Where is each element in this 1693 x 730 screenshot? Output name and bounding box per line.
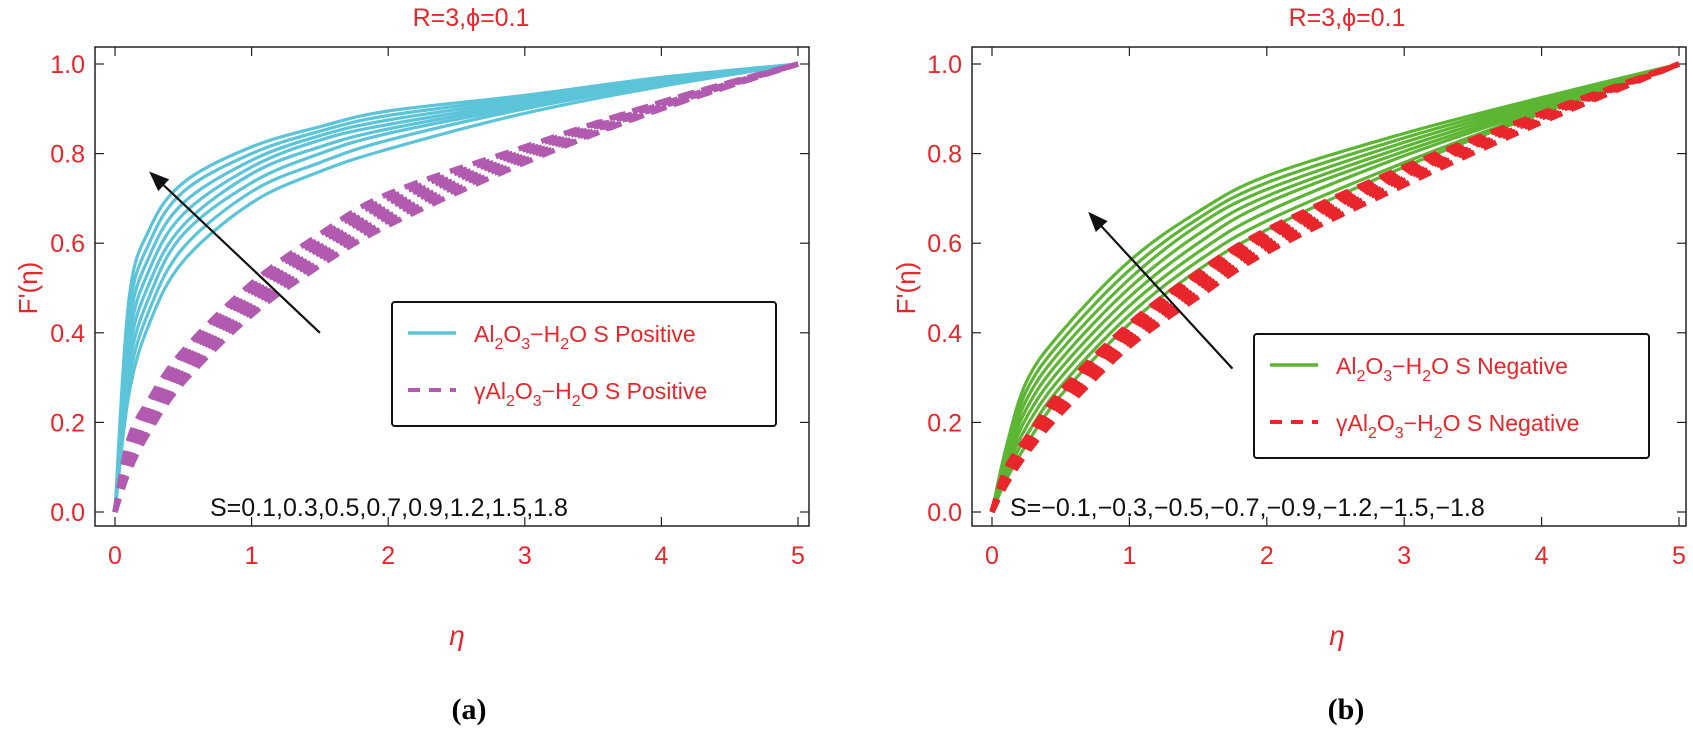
legend-entry-solid: Al2O3−H2O S Positive — [474, 321, 696, 353]
y-tick-label: 0.6 — [927, 230, 962, 258]
y-tick-label: 0.2 — [50, 409, 85, 437]
curve-S-0.1 — [113, 62, 799, 513]
x-tick-label: 5 — [1672, 542, 1686, 570]
chart-panel-b: R=3,ϕ=0.1 0.0 0.2 0.4 0.6 0.8 1.0 0 1 2 3 4 5 F'(η) η S… — [891, 4, 1687, 726]
y-axis-label: F'(η) — [13, 262, 43, 315]
y-tick-label: 0.2 — [927, 409, 962, 437]
y-tick-label: 0.0 — [927, 499, 962, 527]
x-tick-label: 3 — [518, 542, 532, 570]
y-tick-label: 0.0 — [50, 499, 85, 527]
legend: Al2O3−H2O S Positive γAl2O3−H2O S Positiv… — [391, 301, 777, 427]
curve-S--1.8 — [990, 62, 1680, 513]
curve-S--1.2 — [990, 62, 1680, 513]
legend: Al2O3−H2O S Negative γAl2O3−H2O S Negativ… — [1253, 333, 1650, 459]
chart-title: R=3,ϕ=0.1 — [413, 4, 530, 32]
curve-S--1.5 — [990, 62, 1680, 513]
x-tick-label: 4 — [654, 542, 668, 570]
chart-panel-a: R=3,ϕ=0.1 0.0 0.2 0.4 0.6 0.8 1.0 0 1 2 3 4 5 F'(η) η S… — [13, 4, 810, 726]
legend-entry-dashed: γAl2O3−H2O S Negative — [1336, 410, 1579, 442]
chart-title: R=3,ϕ=0.1 — [1289, 4, 1406, 32]
x-tick-label: 3 — [1397, 542, 1411, 570]
panel-caption: (b) — [1328, 693, 1365, 726]
curve-S--1.8 — [989, 61, 1680, 513]
series-dashed — [112, 61, 799, 513]
curve-S-1.8 — [113, 62, 799, 513]
trend-arrow-shaft — [162, 184, 321, 334]
y-tick-label: 0.4 — [927, 320, 962, 348]
x-tick-label: 1 — [1122, 542, 1136, 570]
x-axis-label: η — [449, 620, 465, 651]
curve-S--0.5 — [989, 61, 1680, 514]
curve-S--0.7 — [989, 61, 1680, 514]
legend-entry-dashed: γAl2O3−H2O S Positive — [474, 378, 707, 410]
legend-entry-solid: Al2O3−H2O S Negative — [1336, 353, 1568, 385]
curve-S-1.8 — [112, 61, 799, 513]
x-tick-label: 0 — [108, 542, 122, 570]
y-tick-label: 1.0 — [927, 51, 962, 79]
trend-arrow-icon — [149, 171, 170, 192]
x-axis-label: η — [1329, 620, 1345, 651]
series-solid — [113, 62, 799, 513]
plot-frame — [94, 46, 810, 527]
x-tick-label: 0 — [985, 542, 999, 570]
panel-caption: (a) — [452, 693, 487, 726]
x-tick-label: 5 — [791, 542, 805, 570]
y-tick-label: 1.0 — [50, 51, 85, 79]
curve-S-1.5 — [113, 62, 799, 513]
x-tick-label: 2 — [1260, 542, 1274, 570]
curve-S--0.7 — [990, 62, 1680, 513]
parameter-S-label: S=0.1,0.3,0.5,0.7,0.9,1.2,1.5,1.8 — [210, 494, 568, 522]
plot-frame — [971, 46, 1687, 527]
x-tick-label: 2 — [381, 542, 395, 570]
y-tick-label: 0.8 — [927, 141, 962, 169]
legend-box — [391, 301, 777, 427]
y-axis-label: F'(η) — [891, 262, 921, 315]
x-tick-label: 4 — [1535, 542, 1549, 570]
parameter-S-label: S=−0.1,−0.3,−0.5,−0.7,−0.9,−1.2,−1.5,−1.… — [1010, 494, 1485, 522]
series-dashed — [989, 61, 1681, 514]
trend-arrow-icon — [1088, 211, 1108, 232]
x-tick-label: 1 — [245, 542, 259, 570]
y-tick-label: 0.6 — [50, 230, 85, 258]
legend-box — [1253, 333, 1650, 459]
curve-S--0.5 — [990, 62, 1680, 513]
y-tick-label: 0.8 — [50, 141, 85, 169]
trend-arrow-shaft — [1100, 225, 1234, 370]
y-tick-label: 0.4 — [50, 320, 85, 348]
curve-S--0.9 — [990, 62, 1680, 513]
curve-S--0.3 — [989, 61, 1681, 514]
